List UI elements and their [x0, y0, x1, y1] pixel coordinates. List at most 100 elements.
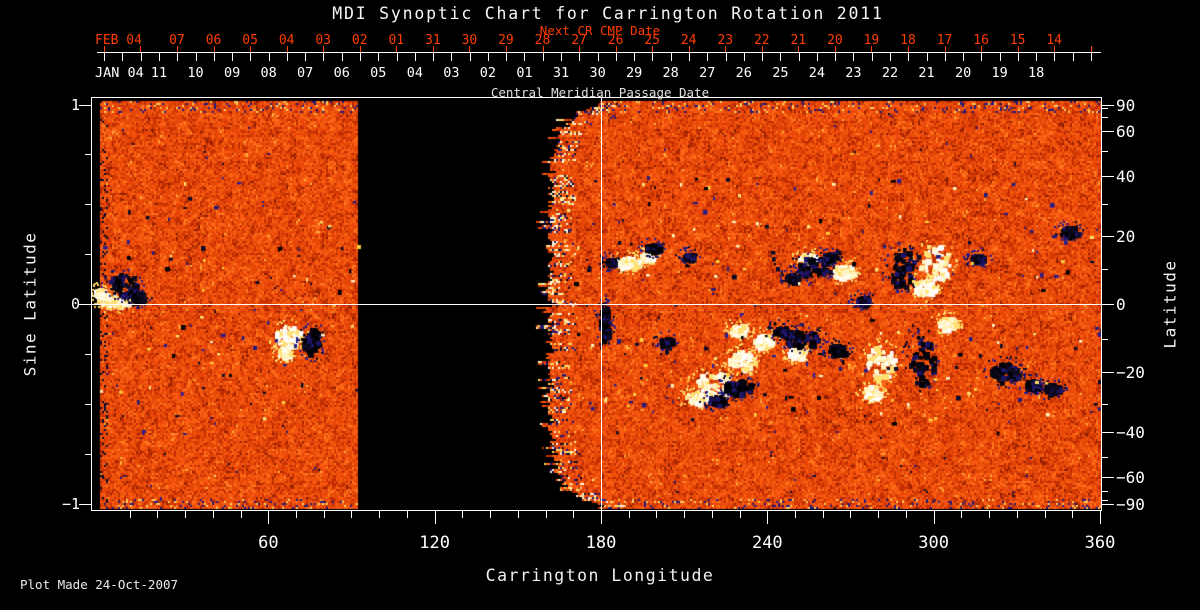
sine-latitude-tick: [85, 404, 91, 405]
sine-latitude-tick-label: −1: [61, 494, 80, 513]
cmp-tick-label: 05: [370, 65, 387, 81]
longitude-tick-label: 60: [258, 533, 279, 553]
longitude-tick: [601, 511, 602, 524]
latitude-tick-label: 20: [1116, 227, 1136, 246]
longitude-tick: [740, 511, 741, 518]
cmp-tick: [287, 52, 288, 61]
cmp-tick: [1036, 52, 1037, 61]
next-cr-tick-label: 07: [169, 33, 185, 48]
next-cr-tick-label: 18: [900, 33, 916, 48]
sine-latitude-tick: [85, 154, 91, 155]
latitude-tick: [1102, 372, 1114, 373]
date-axis-line: [97, 52, 1101, 53]
plot-frame-right: [1101, 97, 1102, 511]
sine-latitude-tick: [85, 454, 91, 455]
next-cr-tick-label: 27: [571, 33, 587, 48]
sine-latitude-tick-label: 1: [70, 95, 80, 114]
longitude-tick: [684, 511, 685, 518]
next-cr-tick: [543, 46, 544, 52]
longitude-tick: [1072, 511, 1073, 518]
latitude-tick: [1102, 477, 1114, 478]
next-cr-tick-label: 02: [351, 33, 368, 48]
next-cr-tick: [725, 46, 726, 52]
next-cr-tick-label: 16: [973, 33, 989, 48]
next-cr-tick-label: 14: [1046, 33, 1063, 48]
next-cr-month-label: FEB 04: [95, 33, 142, 48]
latitude-tick: [1102, 131, 1114, 132]
latitude-tick-minor: [1102, 457, 1108, 458]
latitude-tick: [1102, 304, 1114, 305]
latitude-tick: [1102, 236, 1114, 237]
cmp-tick: [1091, 52, 1092, 61]
next-cr-tick: [1018, 46, 1019, 52]
longitude-tick: [1100, 511, 1101, 524]
longitude-tick-label: 300: [918, 533, 950, 553]
longitude-tick: [268, 511, 269, 524]
cmp-tick: [470, 52, 471, 61]
latitude-tick-minor: [1102, 404, 1108, 405]
chart-title: MDI Synoptic Chart for Carrington Rotati…: [332, 4, 884, 23]
next-cr-cmp-date-label: Next CR CMP Date: [539, 23, 661, 38]
cmp-tick: [214, 52, 215, 61]
cmp-tick-label: 25: [772, 65, 789, 81]
cmp-tick: [598, 52, 599, 61]
latitude-axis-title: Latitude: [1160, 259, 1180, 349]
cmp-axis-label: Central Meridian Passage Date: [490, 85, 710, 100]
longitude-tick: [435, 511, 436, 524]
cmp-tick: [122, 52, 123, 61]
longitude-tick: [629, 511, 630, 518]
next-cr-tick-label: 15: [1009, 33, 1026, 48]
cmp-tick: [342, 52, 343, 61]
cmp-tick: [561, 52, 562, 61]
cmp-tick-label: 19: [991, 65, 1008, 81]
cmp-tick: [323, 52, 324, 61]
next-cr-tick-label: 24: [680, 33, 697, 48]
next-cr-tick: [579, 46, 580, 52]
next-cr-tick: [835, 46, 836, 52]
sine-latitude-tick-label: 0: [70, 295, 80, 313]
longitude-tick: [518, 511, 519, 518]
cmp-tick: [397, 52, 398, 61]
next-cr-tick-label: 28: [534, 33, 551, 48]
longitude-axis-title: Carrington Longitude: [485, 566, 715, 585]
cmp-tick-label: 02: [479, 65, 497, 81]
longitude-tick-label: 360: [1084, 533, 1116, 553]
cmp-tick: [744, 52, 745, 61]
plot-frame-top: [91, 97, 1102, 98]
cmp-tick-label: 07: [297, 65, 314, 81]
cmp-tick-label: 03: [443, 65, 460, 81]
next-cr-tick-label: 22: [753, 33, 770, 48]
next-cr-tick: [433, 46, 434, 52]
longitude-tick: [324, 511, 325, 518]
cmp-tick-label: 31: [552, 65, 570, 81]
cmp-tick: [196, 52, 197, 61]
plot-frame-bottom: [91, 510, 1102, 511]
cmp-tick: [726, 52, 727, 61]
next-cr-tick: [945, 46, 946, 52]
longitude-tick: [157, 511, 158, 518]
next-cr-tick: [871, 46, 872, 52]
next-cr-tick: [1054, 46, 1055, 52]
cmp-tick: [305, 52, 306, 61]
latitude-tick: [1102, 105, 1114, 106]
longitude-tick: [462, 511, 463, 518]
next-cr-tick: [762, 46, 763, 52]
cmp-tick: [360, 52, 361, 61]
longitude-tick: [656, 511, 657, 518]
next-cr-tick: [250, 46, 251, 52]
cmp-tick: [543, 52, 544, 61]
latitude-tick-minor: [1102, 117, 1108, 118]
longitude-tick: [546, 511, 547, 518]
next-cr-tick: [177, 46, 178, 52]
cmp-tick: [1000, 52, 1001, 61]
latitude-tick-label: 90: [1116, 96, 1136, 115]
longitude-tick: [961, 511, 962, 518]
next-cr-tick: [396, 46, 397, 52]
next-cr-tick-label: 05: [242, 33, 258, 48]
latitude-tick-minor: [1102, 339, 1108, 340]
cmp-month-label: JAN 04: [95, 65, 144, 81]
cmp-tick: [762, 52, 763, 61]
cmp-tick: [927, 52, 928, 61]
latitude-tick-label: 40: [1116, 167, 1136, 186]
